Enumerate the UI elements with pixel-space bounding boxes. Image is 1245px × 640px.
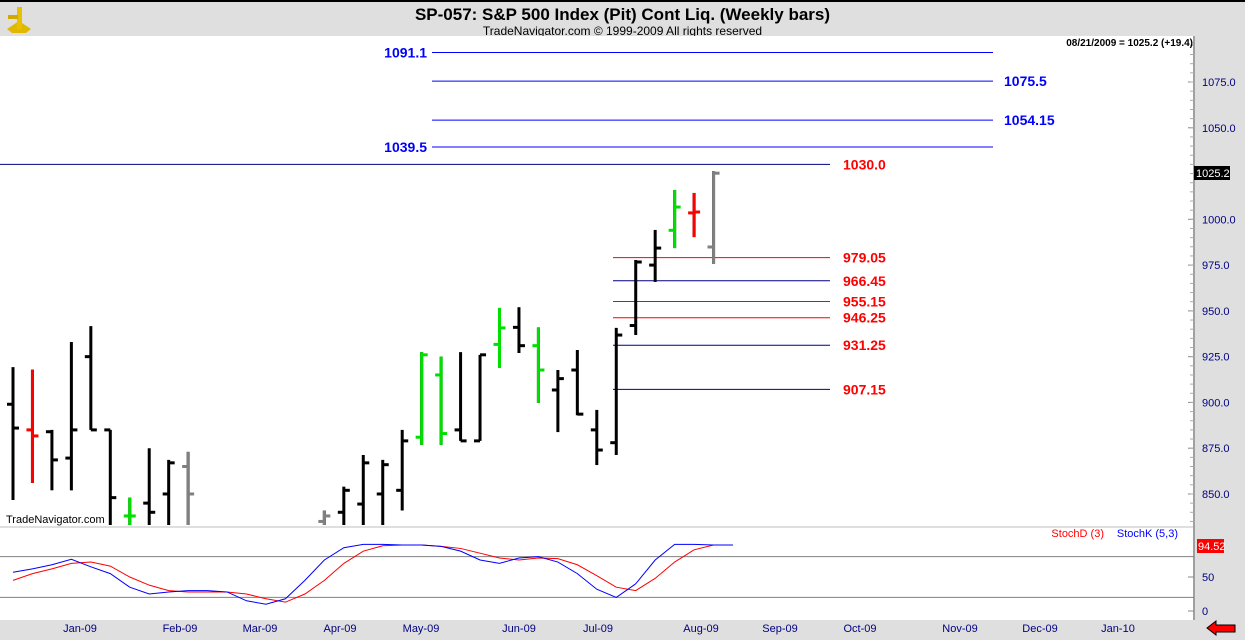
chart-subtitle: TradeNavigator.com © 1999-2009 All right… [482, 24, 763, 38]
ohlc-bar [104, 428, 117, 525]
y-tick-label: 850.0 [1202, 489, 1230, 501]
level-label: 907.15 [843, 381, 886, 397]
y-tick-label: 975.0 [1202, 260, 1230, 272]
ohlc-bar [318, 510, 331, 525]
ohlc-bar [707, 170, 720, 265]
ohlc-bar [376, 459, 389, 525]
level-label: 1030.0 [843, 156, 886, 172]
x-tick-label: Apr-09 [323, 623, 356, 635]
stoch-panel [0, 528, 1194, 620]
x-tick-label: Aug-09 [683, 623, 718, 635]
level-label: 931.25 [843, 337, 886, 353]
ohlc-bar [84, 326, 97, 432]
level-label: 1075.5 [1004, 73, 1047, 89]
ohlc-bar [629, 259, 642, 336]
watermark: TradeNavigator.com [6, 514, 105, 526]
x-tick-label: Feb-09 [163, 623, 198, 635]
ohlc-bar [7, 367, 19, 501]
ohlc-bar [182, 451, 195, 525]
x-tick-label: May-09 [403, 623, 440, 635]
ohlc-bar [688, 192, 701, 238]
ohlc-bar [668, 190, 681, 249]
ohlc-bar [532, 327, 545, 403]
stochd-line [12, 544, 734, 603]
level-label: 955.15 [843, 293, 886, 309]
ohlc-bar [337, 486, 350, 525]
x-tick-label: Sep-09 [762, 623, 797, 635]
y-tick-label: 1075.0 [1202, 77, 1236, 89]
y-tick-label: 875.0 [1202, 443, 1230, 455]
title-bar: SP-057: S&P 500 Index (Pit) Cont Liq. (W… [0, 0, 1245, 38]
x-tick-label: Oct-09 [843, 623, 876, 635]
stochd-legend: StochD (3) [1051, 528, 1104, 540]
stoch-tick-label: 0 [1202, 606, 1208, 618]
level-label: 946.25 [843, 310, 886, 326]
ohlc-bar [551, 370, 564, 433]
chart-title: SP-057: S&P 500 Index (Pit) Cont Liq. (W… [414, 5, 831, 24]
ohlc-bar [396, 429, 409, 511]
x-tick-label: Mar-09 [243, 623, 278, 635]
scroll-left-arrow-icon[interactable] [1206, 619, 1236, 637]
ohlc-bar [493, 307, 506, 369]
stoch-last-value: 94.52 [1198, 541, 1226, 553]
ohlc-bar [123, 497, 136, 525]
level-label: 1054.15 [1004, 112, 1055, 128]
ohlc-bar [415, 352, 428, 445]
ohlc-bar [45, 429, 58, 491]
ohlc-bar [571, 350, 584, 416]
level-label: 1039.5 [384, 139, 427, 155]
ohlc-bar [474, 353, 487, 443]
ohlc-bar [435, 356, 448, 445]
x-tick-label: Nov-09 [942, 623, 977, 635]
level-label: 966.45 [843, 273, 886, 289]
ohlc-bar [65, 342, 78, 491]
y-tick-label: 1050.0 [1202, 123, 1236, 135]
ohlc-bar [649, 229, 662, 282]
ohlc-bar [357, 454, 370, 525]
last-price-label: 1025.2 [1196, 168, 1230, 180]
y-tick-label: 1000.0 [1202, 214, 1236, 226]
ohlc-bar [162, 459, 175, 525]
ohlc-bar [590, 409, 603, 466]
level-label: 1091.1 [384, 45, 427, 61]
y-tick-label: 925.0 [1202, 352, 1230, 364]
y-tick-label: 900.0 [1202, 397, 1230, 409]
stochk-line [12, 543, 734, 605]
ohlc-bar [143, 448, 156, 525]
ohlc-bar [512, 307, 525, 353]
ohlc-bar [454, 352, 467, 443]
y-tick-label: 950.0 [1202, 306, 1230, 318]
x-tick-label: Dec-09 [1022, 623, 1057, 635]
stoch-tick-label: 50 [1202, 572, 1214, 584]
x-tick-label: Jan-09 [63, 623, 97, 635]
x-tick-label: Jun-09 [502, 623, 536, 635]
level-label: 979.05 [843, 250, 886, 266]
last-readout: 08/21/2009 = 1025.2 (+19.4) [1066, 38, 1193, 49]
ohlc-bar [26, 369, 39, 483]
sextant-logo-icon [7, 7, 31, 33]
ohlc-bar [610, 327, 623, 455]
x-tick-label: Jul-09 [583, 623, 613, 635]
stochk-legend: StochK (5,3) [1117, 528, 1178, 540]
x-tick-label: Jan-10 [1101, 623, 1135, 635]
